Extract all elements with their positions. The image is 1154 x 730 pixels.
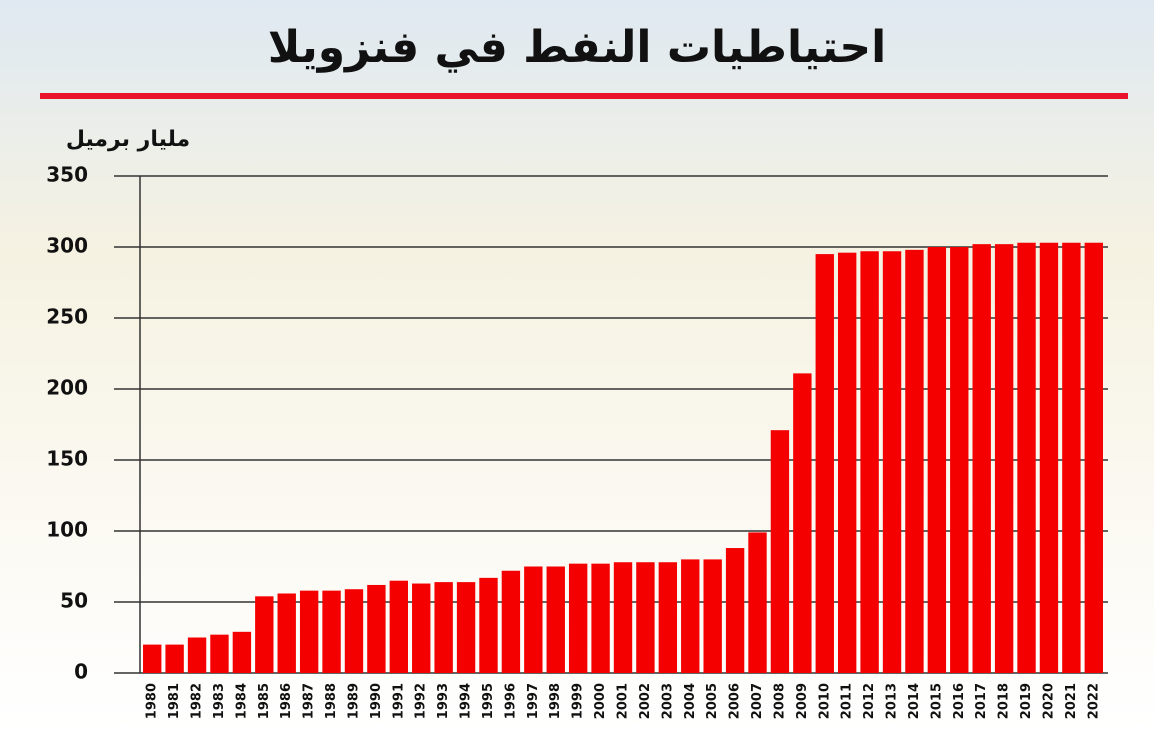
- x-tick-label: 2017: [974, 683, 989, 719]
- bar: [725, 548, 745, 673]
- y-tick-label: 250: [46, 305, 88, 329]
- chart-title: احتياطيات النفط في فنزويلا: [268, 22, 886, 73]
- bar: [501, 570, 521, 673]
- bar: [232, 631, 252, 673]
- x-tick-label: 2012: [862, 683, 877, 719]
- x-tick-label: 1988: [324, 683, 339, 719]
- y-tick-label: 50: [60, 589, 88, 613]
- x-tick-label: 2000: [593, 683, 608, 719]
- x-tick-label: 1992: [414, 683, 429, 719]
- x-tick-label: 1986: [279, 683, 294, 719]
- x-tick-label: 2007: [750, 683, 765, 719]
- bar: [815, 254, 834, 673]
- bar: [905, 249, 924, 673]
- y-tick-label: 0: [74, 660, 88, 684]
- x-tick-label: 2015: [929, 683, 944, 719]
- y-tick-label: 200: [46, 376, 88, 400]
- x-tick-label: 2016: [952, 683, 967, 719]
- bar: [1039, 242, 1059, 674]
- x-tick-label: 1998: [548, 683, 563, 719]
- bar: [950, 247, 969, 673]
- x-tick-label: 2019: [1019, 683, 1034, 719]
- bar: [972, 244, 991, 673]
- x-tick-label: 2022: [1086, 683, 1101, 719]
- x-tick-label: 1994: [459, 683, 474, 719]
- bar: [994, 244, 1014, 673]
- x-tick-label: 2009: [795, 683, 810, 719]
- bar: [613, 562, 633, 673]
- x-tick-label: 2021: [1064, 683, 1079, 719]
- x-tick-label: 2001: [616, 683, 631, 719]
- bar: [524, 566, 543, 673]
- bar: [412, 583, 431, 673]
- x-tick-label: 1987: [302, 683, 317, 719]
- bar: [344, 589, 364, 673]
- x-tick-label: 1983: [212, 683, 227, 719]
- bar: [636, 562, 655, 673]
- x-tick-label: 2014: [907, 683, 922, 719]
- bar: [456, 582, 476, 673]
- bar: [299, 590, 319, 673]
- bar: [1062, 242, 1081, 674]
- y-tick-label: 100: [46, 518, 88, 542]
- bar: [793, 373, 812, 673]
- x-tick-label: 2011: [840, 683, 855, 719]
- bar: [165, 644, 184, 673]
- bar: [927, 247, 947, 673]
- bar: [591, 563, 610, 673]
- y-tick-label: 350: [46, 163, 88, 187]
- bar: [434, 582, 453, 673]
- x-tick-label: 2006: [728, 683, 743, 719]
- bar: [837, 252, 857, 673]
- bar: [479, 577, 498, 673]
- x-tick-label: 1980: [145, 683, 160, 719]
- x-tick-label: 1999: [571, 683, 586, 719]
- x-tick-label: 1990: [369, 683, 384, 719]
- bar: [143, 644, 162, 673]
- bar: [210, 634, 229, 673]
- bar: [1017, 242, 1036, 674]
- bar: [322, 590, 341, 673]
- x-tick-label: 1982: [190, 683, 205, 719]
- y-tick-label: 300: [46, 234, 88, 258]
- bar: [255, 596, 274, 673]
- x-tick-label: 1996: [503, 683, 518, 719]
- x-tick-label: 2005: [705, 683, 720, 719]
- bar: [367, 584, 386, 673]
- x-tick-label: 2008: [772, 683, 787, 719]
- bar: [748, 532, 767, 673]
- y-axis-label: مليار برميل: [66, 127, 190, 152]
- bar: [658, 562, 678, 673]
- x-tick-label: 1993: [436, 683, 451, 719]
- x-tick-label: 1984: [234, 683, 249, 719]
- x-tick-label: 2003: [660, 683, 675, 719]
- x-tick-label: 2013: [885, 683, 900, 719]
- x-tick-label: 2020: [1041, 683, 1056, 719]
- x-tick-label: 1985: [257, 683, 272, 719]
- x-tick-label: 2004: [683, 683, 698, 719]
- bar: [1084, 242, 1103, 674]
- bar: [703, 559, 722, 673]
- bar: [546, 566, 565, 673]
- x-tick-label: 1995: [481, 683, 496, 719]
- x-tick-label: 1991: [391, 683, 406, 719]
- bar: [681, 559, 700, 673]
- bar: [568, 563, 588, 673]
- x-tick-label: 1997: [526, 683, 541, 719]
- bar: [389, 580, 409, 673]
- bar: [882, 251, 902, 673]
- title-rule: [40, 93, 1128, 99]
- x-tick-label: 2010: [817, 683, 832, 719]
- bar: [860, 251, 879, 673]
- x-tick-label: 1989: [346, 683, 361, 719]
- bar: [277, 593, 296, 673]
- x-tick-label: 2002: [638, 683, 653, 719]
- bar: [770, 430, 790, 673]
- bar: [187, 637, 207, 673]
- x-tick-label: 1981: [167, 683, 182, 719]
- x-tick-label: 2018: [997, 683, 1012, 719]
- y-tick-label: 150: [46, 447, 88, 471]
